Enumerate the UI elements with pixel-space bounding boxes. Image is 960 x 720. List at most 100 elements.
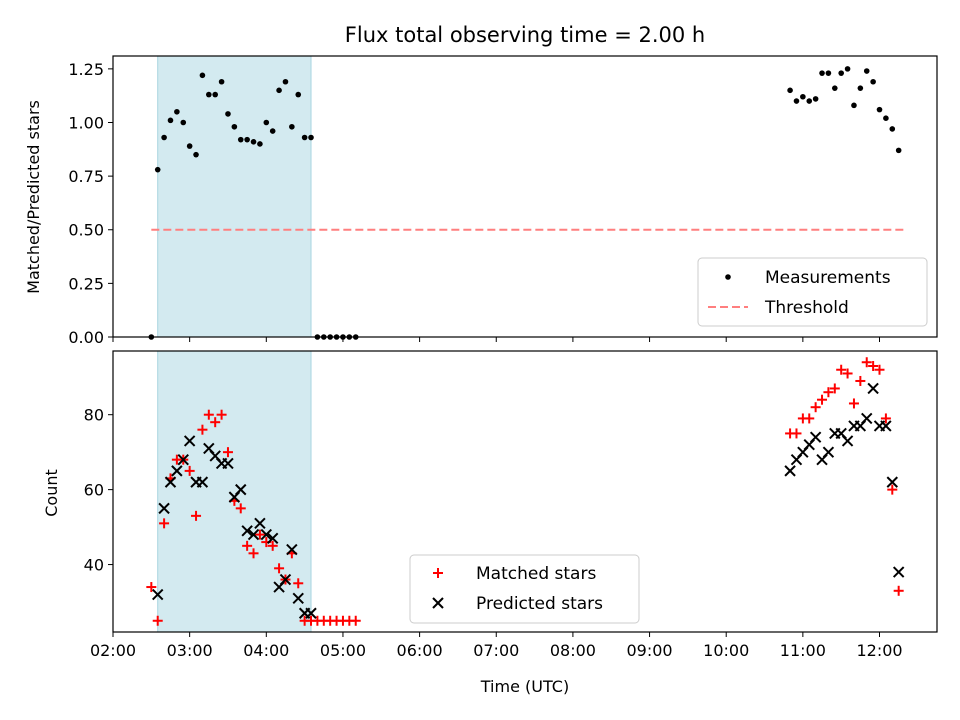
- x-axis-label: Time (UTC): [480, 677, 569, 696]
- measurement-point: [263, 119, 270, 126]
- legend-label-matched: Matched stars: [476, 564, 596, 584]
- matched-star-point: [197, 424, 208, 435]
- bottom-y-tick-label: 40: [84, 556, 104, 575]
- legend-marker-measurements: [725, 274, 731, 280]
- matched-star-point: [210, 417, 221, 428]
- chart-title: Flux total observing time = 2.00 h: [345, 23, 705, 47]
- x-tick-label: 07:00: [473, 641, 519, 660]
- top-panel: 0.00 0.25 0.50 0.75 1.00 1.25 Flux total obse…: [24, 23, 938, 347]
- bottom-legend-box: [409, 554, 640, 624]
- matched-star-point: [836, 364, 847, 375]
- matched-star-point: [184, 465, 195, 476]
- measurement-point: [269, 128, 276, 134]
- measurement-point: [857, 85, 864, 91]
- measurement-point: [819, 70, 825, 76]
- matched-star-point: [152, 615, 163, 626]
- bottom-y-tick-label: 60: [84, 481, 104, 500]
- measurement-point: [889, 126, 896, 132]
- bottom-y-ticks: 40 60 80: [84, 406, 113, 575]
- predicted-star-point: [177, 453, 189, 466]
- measurement-point: [161, 134, 167, 141]
- measurement-point: [250, 139, 257, 145]
- predicted-star-point: [861, 412, 873, 425]
- top-x-ticks: [112, 337, 881, 342]
- measurement-point: [276, 87, 282, 94]
- x-tick-label: 08:00: [550, 641, 596, 660]
- matched-star-point: [242, 540, 253, 551]
- measurement-point: [838, 70, 844, 76]
- predicted-star-point: [158, 502, 170, 515]
- bottom-y-axis-label: Count: [42, 469, 61, 517]
- measurement-point: [231, 123, 238, 130]
- predicted-star-point: [183, 435, 196, 447]
- measurement-point: [825, 70, 832, 76]
- x-tick-label: 12:00: [856, 641, 902, 660]
- predicted-star-point: [784, 465, 796, 477]
- measurement-point: [806, 98, 813, 104]
- matched-stars-points: [146, 357, 904, 626]
- predicted-stars-points: [152, 382, 905, 619]
- matched-star-point: [235, 503, 246, 514]
- x-tick-label: 06:00: [397, 641, 443, 660]
- predicted-star-point: [809, 431, 822, 443]
- x-tick-label: 10:00: [703, 641, 749, 660]
- predicted-star-point: [260, 528, 273, 541]
- top-y-tick-label: 0.50: [68, 221, 104, 240]
- x-tick-label: 09:00: [627, 641, 673, 660]
- measurement-point: [212, 91, 219, 98]
- matched-star-point: [880, 413, 891, 424]
- top-y-axis-label: Matched/Predicted stars: [24, 100, 43, 294]
- measurement-point: [154, 166, 161, 173]
- measurement-point: [876, 106, 883, 113]
- matched-star-point: [267, 540, 278, 551]
- predicted-star-point: [152, 588, 164, 601]
- top-axes-frame: [112, 55, 938, 338]
- legend-label-measurements: Measurements: [765, 268, 891, 288]
- measurement-point: [308, 134, 314, 141]
- measurement-point: [225, 111, 231, 117]
- x-tick-label: 04:00: [243, 641, 289, 660]
- predicted-star-point: [196, 476, 209, 488]
- predicted-star-point: [841, 435, 854, 447]
- matched-star-point: [254, 529, 265, 540]
- predicted-star-point: [222, 457, 234, 470]
- top-legend: Measurements Threshold: [697, 257, 928, 327]
- measurement-point: [180, 119, 187, 126]
- top-y-tick-label: 1.25: [68, 60, 104, 79]
- measurement-point: [295, 91, 302, 98]
- x-tick-label: 11:00: [780, 641, 826, 660]
- matched-star-point: [842, 368, 853, 379]
- measurement-point: [218, 78, 225, 85]
- matched-star-point: [216, 409, 227, 420]
- matched-star-point: [293, 578, 304, 589]
- measurement-point: [851, 102, 857, 109]
- matched-star-point: [146, 582, 157, 593]
- bottom-axes-frame: [112, 350, 938, 633]
- predicted-star-point: [886, 476, 898, 488]
- matched-star-point: [855, 375, 866, 386]
- predicted-star-point: [867, 382, 879, 395]
- predicted-star-point: [241, 525, 253, 537]
- matched-star-point: [791, 428, 802, 439]
- top-y-tick-label: 0.00: [68, 328, 104, 347]
- measurement-point: [301, 134, 308, 141]
- predicted-star-point: [822, 446, 835, 458]
- predicted-star-point: [164, 476, 177, 488]
- bottom-y-tick-label: 80: [84, 406, 104, 425]
- matched-star-point: [804, 413, 815, 424]
- measurement-point: [883, 115, 889, 122]
- legend-marker-matched: [433, 568, 443, 578]
- measurement-point: [863, 68, 870, 74]
- measurement-point: [199, 72, 206, 79]
- measurement-point: [844, 66, 851, 72]
- matched-star-point: [868, 360, 879, 371]
- measurement-point: [870, 78, 876, 85]
- matched-star-point: [829, 383, 840, 394]
- matched-star-point: [203, 409, 214, 420]
- bottom-legend: Matched stars Predicted stars: [409, 554, 640, 624]
- measurement-point: [174, 108, 180, 115]
- predicted-star-point: [247, 528, 260, 541]
- matched-star-point: [222, 447, 233, 458]
- legend-marker-predicted: [432, 597, 444, 609]
